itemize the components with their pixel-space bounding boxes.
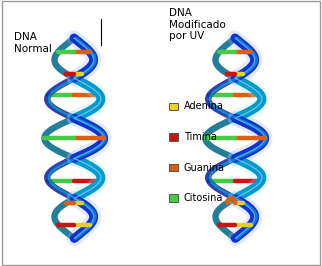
Bar (169, 164, 178, 171)
Text: Adenina: Adenina (184, 101, 224, 111)
Text: Citosina: Citosina (184, 193, 223, 203)
Bar (169, 103, 178, 110)
Text: Timina: Timina (184, 132, 217, 142)
Bar (169, 194, 178, 202)
Text: DNA
Normal: DNA Normal (14, 32, 52, 53)
Text: Guanina: Guanina (184, 163, 225, 173)
Text: DNA
Modificado
por UV: DNA Modificado por UV (169, 8, 226, 41)
Bar (169, 133, 178, 141)
